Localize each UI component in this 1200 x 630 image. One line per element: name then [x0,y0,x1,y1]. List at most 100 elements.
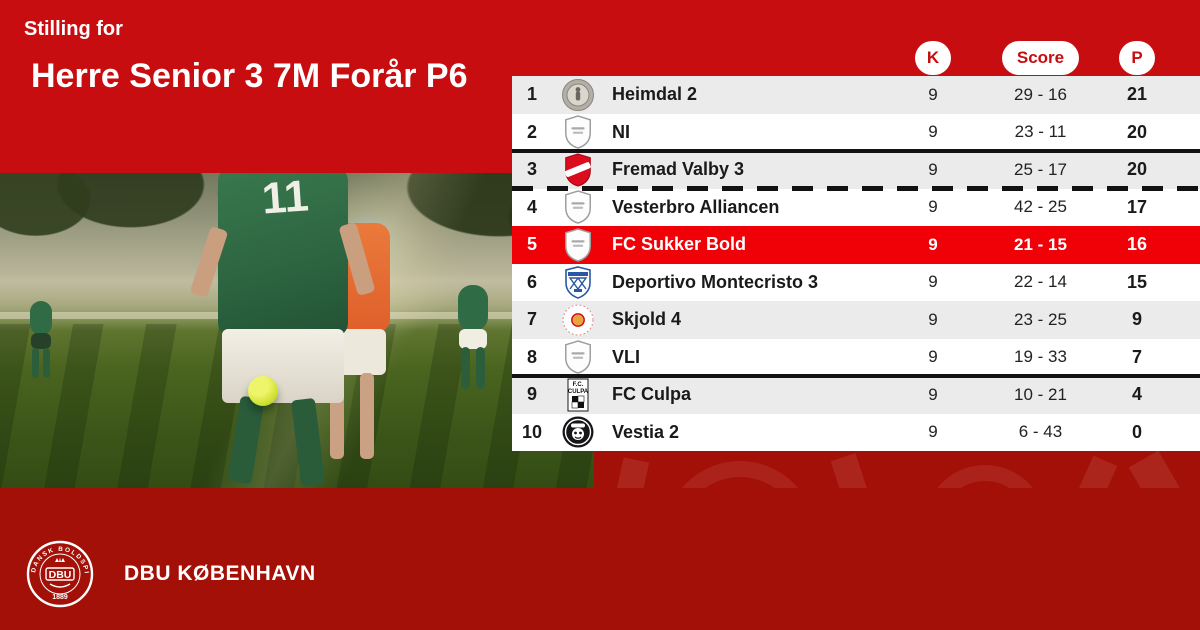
points: 17 [1126,196,1148,217]
table-row: 8 VLI 9 19 - 33 7 [512,338,1200,376]
rank: 8 [526,346,537,367]
rank: 7 [526,309,537,330]
rank: 9 [526,384,537,405]
column-header-score: Score [1001,41,1080,75]
rank: 4 [526,196,537,217]
table-row: 7 Skjold 4 9 23 - 25 9 [512,301,1200,339]
promotion-line-dashed [512,186,1200,191]
goal-score: 23 - 25 [1014,309,1067,329]
montecristo-crest-logo [552,265,604,300]
rank: 10 [521,421,543,442]
football [248,376,278,406]
table-header: K Score P [512,40,1200,76]
goal-score: 23 - 11 [1014,122,1067,142]
player-silhouette [26,301,56,379]
matches-played: 9 [928,272,938,292]
team-name: FC Sukker Bold [612,234,747,255]
fremad-valby-shield-logo [552,152,604,188]
svg-text:1889: 1889 [52,594,68,601]
column-header-k: K [915,41,951,75]
dbu-seal-logo: DANSK BOLDSPIL UNION DBU 1889 [26,540,94,608]
goal-score: 10 - 21 [1014,384,1067,404]
jersey-number: 11 [260,173,311,224]
rank: 5 [526,234,537,255]
match-photo: 11 [0,173,594,488]
watermark-shape [830,453,884,488]
goal-score: 25 - 17 [1014,159,1067,179]
matches-played: 9 [928,422,938,442]
team-name: Fremad Valby 3 [612,159,745,180]
watermark-shape [1056,455,1118,488]
points: 20 [1126,121,1148,142]
standings-table: K Score P 1 Heimdal 2 9 29 - 16 21 2 NI [512,40,1200,451]
page-title: Herre Senior 3 7M Forår P6 [31,57,468,95]
table-row: 10 Vestia 2 9 6 - 43 0 [512,413,1200,451]
goal-score: 29 - 16 [1014,84,1067,104]
goal-score: 6 - 43 [1018,422,1063,442]
goal-score: 19 - 33 [1014,347,1067,367]
player-main: 11 [189,173,376,487]
watermark-shape [1128,451,1200,488]
points: 9 [1131,309,1142,330]
table-row: 3 Fremad Valby 3 9 25 - 17 20 [512,151,1200,189]
team-name: Deportivo Montecristo 3 [612,271,819,292]
matches-played: 9 [928,122,938,142]
matches-played: 9 [928,347,938,367]
placeholder-shield-logo [552,339,604,375]
points: 21 [1126,84,1148,105]
watermark-shape [664,461,816,488]
matches-played: 9 [928,309,938,329]
matches-played: 9 [928,84,938,104]
team-name: FC Culpa [612,384,691,405]
svg-text:DBU: DBU [49,569,72,581]
points: 0 [1131,421,1142,442]
zone-line-solid-bottom [512,374,1200,378]
faded-crest-watermark [594,451,1200,488]
table-row: 9 F.C. CULPA FC Culpa 9 10 - 21 4 [512,376,1200,414]
svg-text:F.C.: F.C. [573,382,584,388]
matches-played: 9 [928,234,938,254]
title-block: Stilling for Herre Senior 3 7M Forår P6 [24,18,494,99]
watermark-shape [604,457,650,488]
points: 20 [1126,159,1148,180]
matches-played: 9 [928,384,938,404]
rank: 3 [526,159,537,180]
footer-brand: DANSK BOLDSPIL UNION DBU 1889 DBU KØBENH… [26,540,316,608]
brand-name: DBU KØBENHAVN [124,562,316,585]
points: 4 [1131,384,1142,405]
zone-line-solid-top [512,149,1200,153]
goal-score: 42 - 25 [1014,197,1067,217]
goal-score: 21 - 15 [1014,234,1067,254]
rank: 1 [526,84,537,105]
team-name: VLI [612,346,641,367]
matches-played: 9 [928,159,938,179]
table-row: 4 Vesterbro Alliancen 9 42 - 25 17 [512,188,1200,226]
table-row: 6 Deportivo Montecristo 3 9 22 - 14 15 [512,263,1200,301]
rank: 2 [526,121,537,142]
team-name: Heimdal 2 [612,84,698,105]
team-name: Vesterbro Alliancen [612,196,780,217]
points: 16 [1126,234,1148,255]
placeholder-shield-logo [552,227,604,263]
svg-text:CULPA: CULPA [568,389,589,395]
team-name: Vestia 2 [612,421,680,442]
column-header-p: P [1119,41,1155,75]
table-row: 1 Heimdal 2 9 29 - 16 21 [512,76,1200,114]
points: 7 [1131,346,1142,367]
player-silhouette [452,285,494,393]
matches-played: 9 [928,197,938,217]
rank: 6 [526,271,537,292]
team-name: NI [612,121,630,142]
points: 15 [1126,271,1148,292]
watermark-shape [924,465,1046,488]
team-name: Skjold 4 [612,309,682,330]
table-body: 1 Heimdal 2 9 29 - 16 21 2 NI 9 23 - 11 … [512,76,1200,451]
placeholder-shield-logo [552,114,604,150]
eyebrow-label: Stilling for [24,18,123,40]
skjold-roundel-logo [552,303,604,337]
table-row: 2 NI 9 23 - 11 20 [512,113,1200,151]
heimdal-seal-logo [552,78,604,112]
goal-score: 22 - 14 [1014,272,1067,292]
fc-culpa-badge-logo: F.C. CULPA [552,378,604,412]
